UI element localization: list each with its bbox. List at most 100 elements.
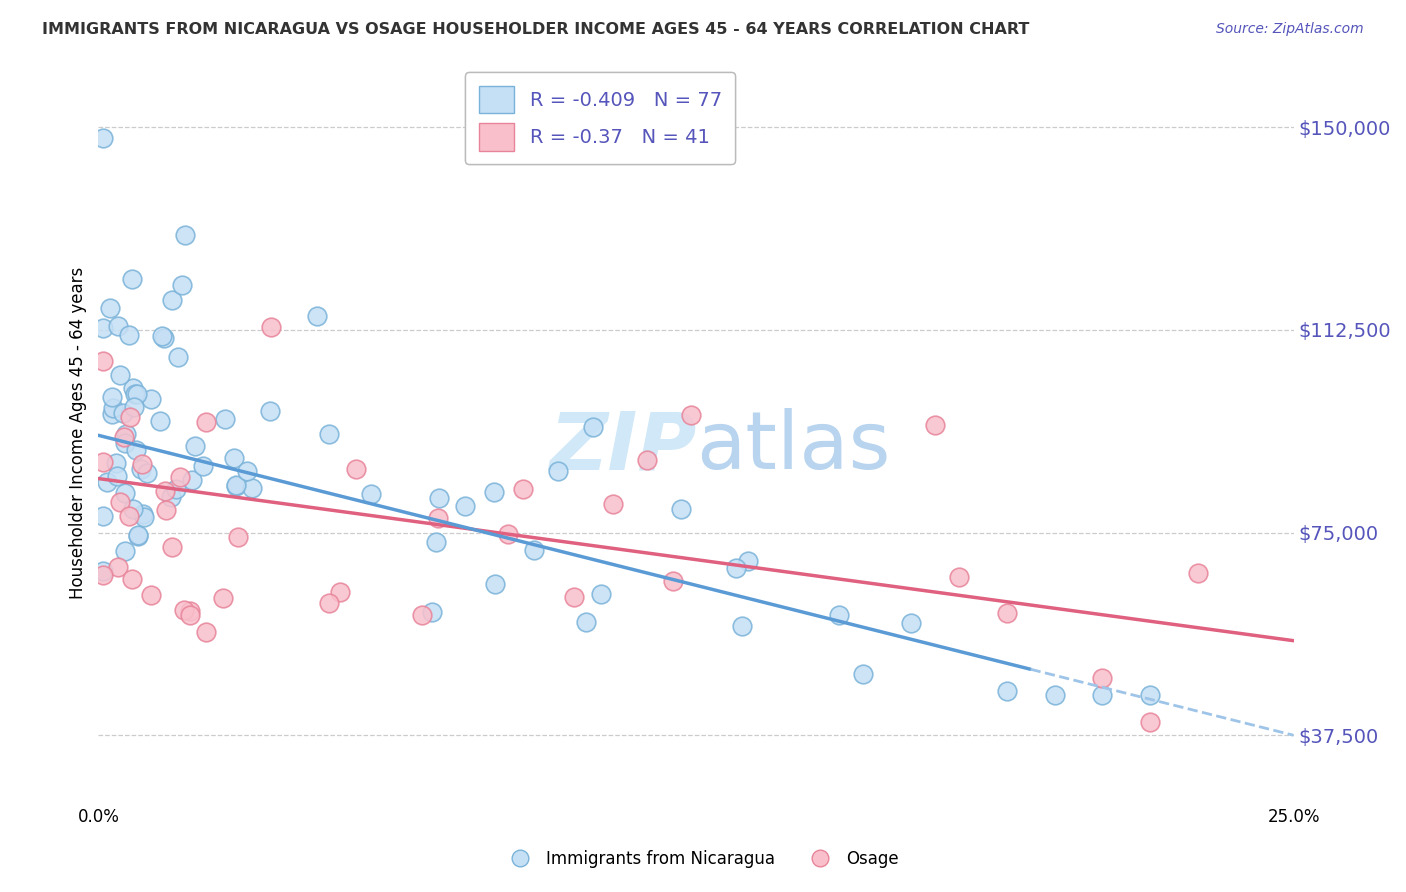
Point	[240, 482, 263, 496]
Point	[224, 450, 246, 465]
Point	[136, 467, 159, 481]
Text: Source: ZipAtlas.com: Source: ZipAtlas.com	[1216, 22, 1364, 37]
Point	[259, 404, 281, 418]
Point	[129, 461, 152, 475]
Point	[318, 596, 340, 610]
Point	[98, 301, 121, 316]
Point	[124, 443, 146, 458]
Point	[150, 328, 173, 343]
Point	[124, 386, 146, 401]
Text: atlas: atlas	[696, 409, 890, 486]
Point	[122, 502, 145, 516]
Point	[184, 439, 207, 453]
Point	[91, 320, 114, 334]
Point	[132, 507, 155, 521]
Point	[725, 561, 748, 575]
Point	[103, 401, 125, 415]
Point	[121, 271, 143, 285]
Point	[122, 381, 145, 395]
Point	[122, 401, 145, 415]
Point	[91, 564, 114, 578]
Point	[105, 468, 128, 483]
Point	[637, 453, 659, 467]
Point	[152, 331, 174, 345]
Point	[174, 228, 197, 243]
Point	[118, 508, 141, 523]
Point	[191, 458, 214, 473]
Point	[737, 554, 759, 568]
Point	[411, 607, 433, 622]
Point	[91, 508, 114, 523]
Point	[212, 591, 235, 605]
Point	[172, 278, 194, 293]
Point	[91, 353, 114, 368]
Point	[107, 559, 129, 574]
Point	[121, 572, 143, 586]
Point	[575, 615, 598, 629]
Point	[179, 604, 201, 618]
Point	[96, 475, 118, 489]
Point	[155, 503, 177, 517]
Point	[225, 479, 247, 493]
Point	[427, 511, 450, 525]
Point	[995, 607, 1018, 621]
Point	[731, 619, 754, 633]
Point	[132, 509, 155, 524]
Point	[484, 577, 506, 591]
Point	[114, 436, 136, 450]
Point	[1139, 688, 1161, 702]
Point	[523, 543, 546, 558]
Point	[661, 574, 683, 589]
Point	[91, 131, 114, 145]
Point	[454, 499, 477, 513]
Point	[118, 328, 141, 343]
Point	[225, 477, 247, 491]
Point	[165, 483, 187, 497]
Point	[127, 387, 149, 401]
Point	[360, 487, 382, 501]
Point	[112, 406, 135, 420]
Point	[101, 407, 124, 421]
Point	[105, 456, 128, 470]
Point	[1139, 714, 1161, 729]
Point	[91, 455, 114, 469]
Point	[582, 420, 605, 434]
Point	[160, 490, 183, 504]
Point	[564, 590, 586, 604]
Point	[180, 473, 202, 487]
Point	[153, 484, 176, 499]
Text: IMMIGRANTS FROM NICARAGUA VS OSAGE HOUSEHOLDER INCOME AGES 45 - 64 YEARS CORRELA: IMMIGRANTS FROM NICARAGUA VS OSAGE HOUSE…	[42, 22, 1029, 37]
Y-axis label: Householder Income Ages 45 - 64 years: Householder Income Ages 45 - 64 years	[69, 267, 87, 599]
Point	[420, 606, 443, 620]
Point	[948, 570, 970, 584]
Point	[167, 350, 190, 364]
Point	[195, 415, 218, 429]
Point	[427, 491, 450, 505]
Point	[236, 464, 259, 478]
Point	[108, 495, 131, 509]
Text: ZIP: ZIP	[548, 409, 696, 486]
Point	[900, 616, 922, 631]
Point	[496, 527, 519, 541]
Point	[828, 607, 851, 622]
Point	[112, 429, 135, 443]
Point	[160, 293, 183, 308]
Point	[852, 667, 875, 681]
Legend: R = -0.409   N = 77, R = -0.37   N = 41: R = -0.409 N = 77, R = -0.37 N = 41	[465, 72, 735, 164]
Point	[127, 528, 149, 542]
Point	[141, 588, 163, 602]
Point	[114, 486, 136, 500]
Point	[260, 319, 283, 334]
Point	[214, 411, 236, 425]
Point	[425, 535, 447, 549]
Point	[149, 414, 172, 428]
Point	[329, 585, 352, 599]
Point	[344, 462, 367, 476]
Point	[108, 368, 131, 382]
Point	[115, 427, 138, 442]
Point	[169, 470, 191, 484]
Point	[924, 417, 946, 432]
Point	[139, 392, 162, 406]
Point	[100, 390, 122, 404]
Point	[589, 587, 612, 601]
